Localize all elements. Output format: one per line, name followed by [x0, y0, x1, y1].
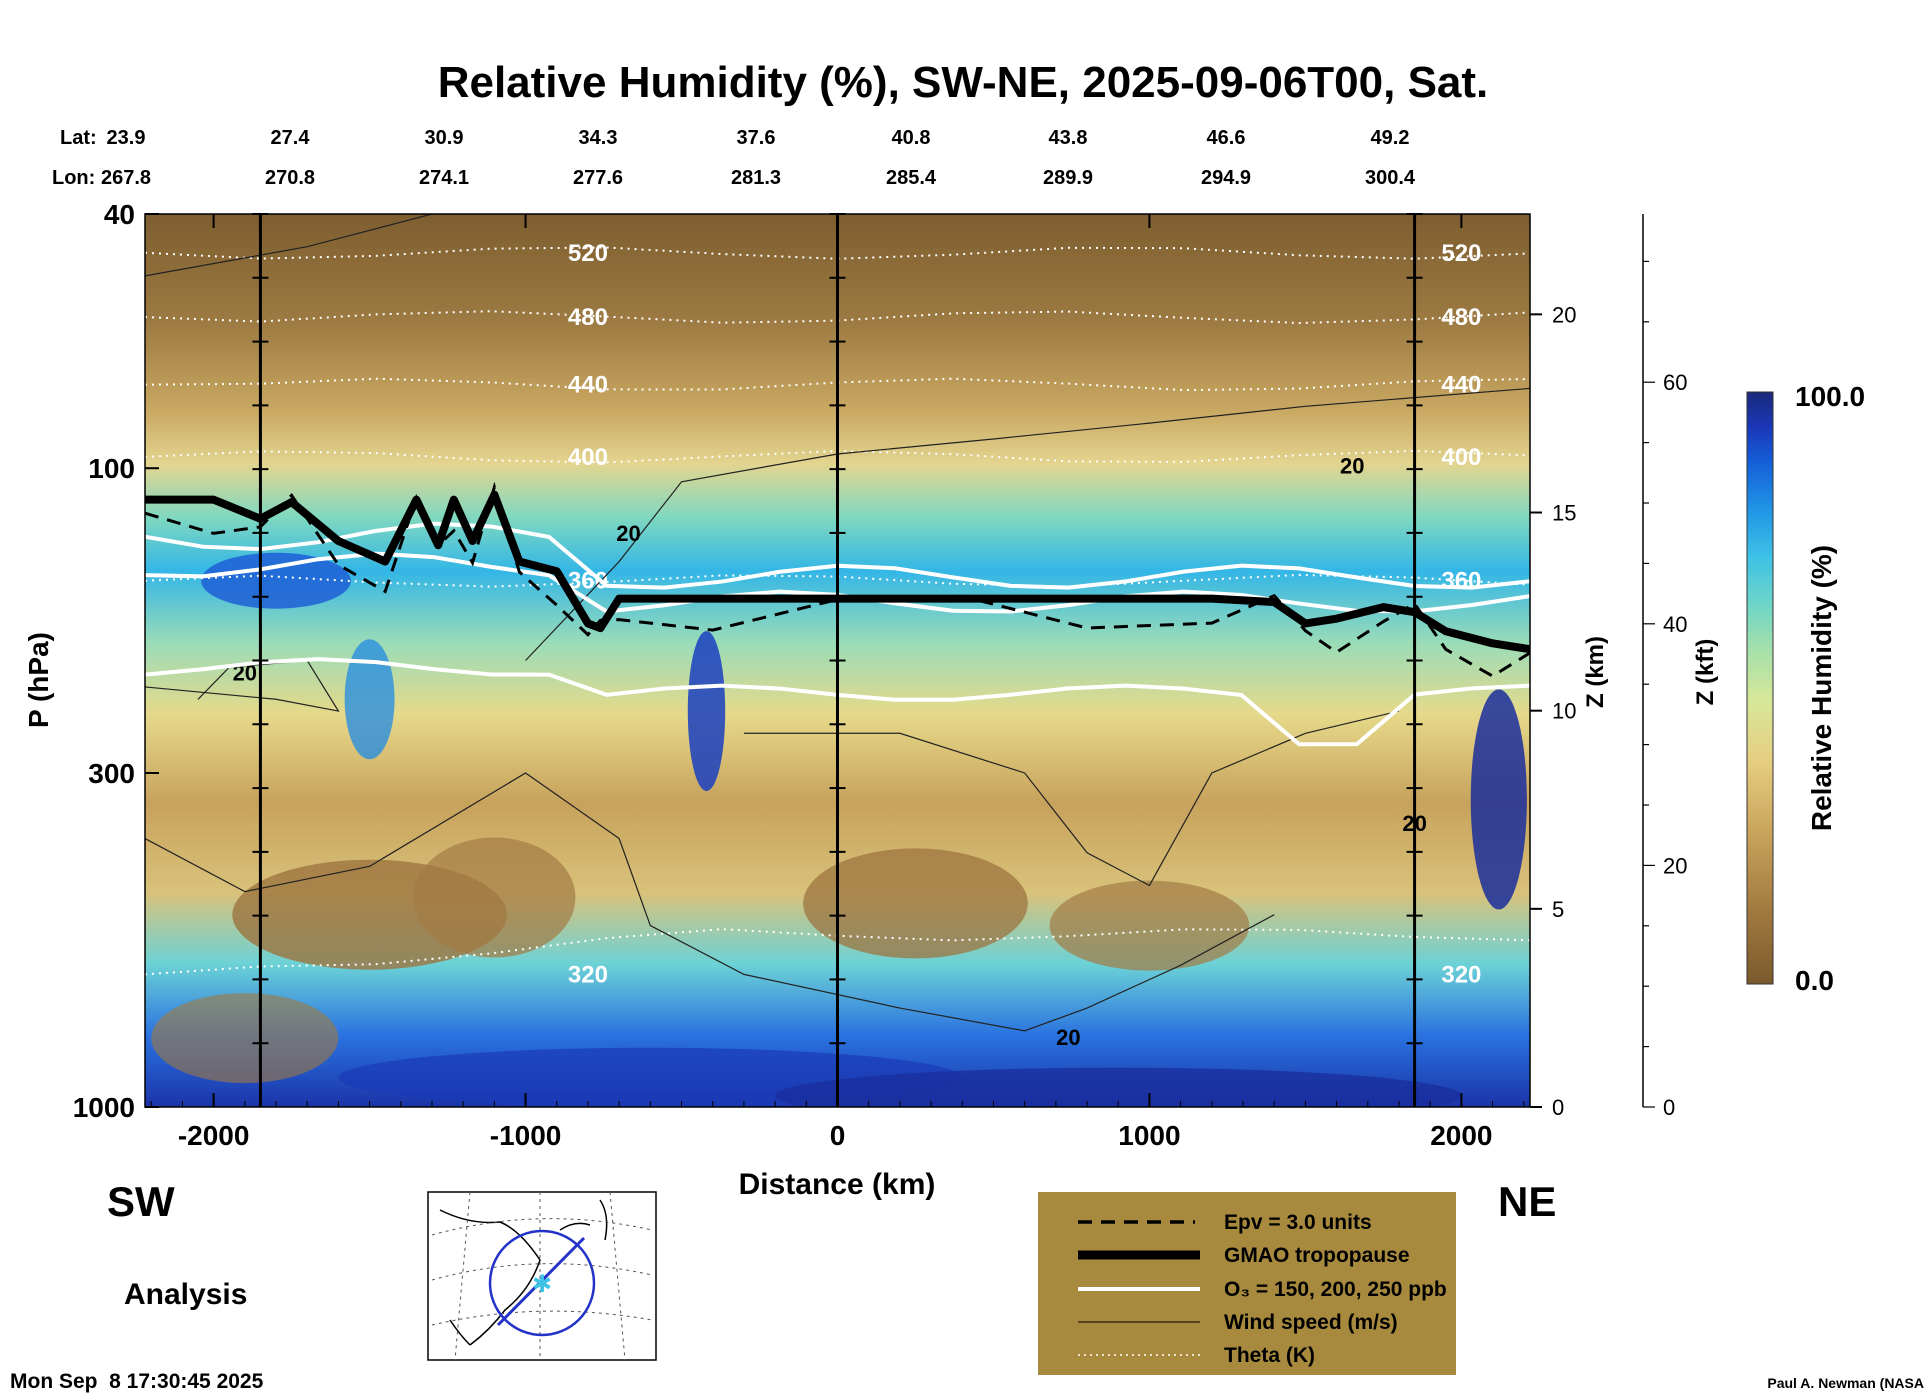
- theta-label: 400: [1441, 444, 1481, 471]
- x-axis-label: Distance (km): [739, 1168, 936, 1201]
- lat-value: 30.9: [425, 127, 464, 149]
- legend-label-ozone: O₃ = 150, 200, 250 ppb: [1224, 1278, 1447, 1301]
- wind-speed-label: 20: [1056, 1025, 1080, 1050]
- wind-contour: [145, 772, 1275, 1032]
- z-kft-tick-label: 60: [1663, 370, 1687, 395]
- rh-pocket: [1470, 689, 1527, 910]
- legend-label-epv: Epv = 3.0 units: [1224, 1211, 1372, 1234]
- x-tick-label: -2000: [178, 1120, 250, 1151]
- lat-label: Lat:: [60, 127, 97, 149]
- z-kft-tick-label: 20: [1663, 853, 1687, 878]
- theta-label: 520: [1441, 240, 1481, 267]
- p-tick-label: 300: [88, 758, 135, 789]
- z-km-tick-label: 0: [1552, 1095, 1564, 1120]
- rh-pocket: [413, 837, 576, 958]
- wind-contour: [743, 710, 1400, 887]
- rh-pocket: [687, 631, 726, 792]
- x-tick-label: 2000: [1430, 1120, 1492, 1151]
- p-tick-label: 40: [104, 199, 135, 230]
- lat-value: 37.6: [737, 127, 776, 149]
- inset-map: ✱: [427, 1191, 657, 1361]
- ne-label: NE: [1498, 1178, 1556, 1225]
- rh-contour-fills: [151, 552, 1527, 1107]
- rh-pocket: [201, 552, 351, 609]
- colorbar-label: Relative Humidity (%): [1806, 545, 1837, 831]
- map-center-star-icon: ✱: [532, 1271, 552, 1298]
- z-kft-axis-label: Z (kft): [1692, 639, 1719, 706]
- z-km-tick-label: 5: [1552, 897, 1564, 922]
- z-km-axis-label: Z (km): [1582, 636, 1609, 708]
- legend-label-tropopause: GMAO tropopause: [1224, 1244, 1410, 1267]
- lon-value: 277.6: [573, 167, 623, 189]
- chart-title: Relative Humidity (%), SW-NE, 2025-09-06…: [438, 58, 1489, 107]
- theta-label: 480: [1441, 304, 1481, 331]
- legend-label-wind: Wind speed (m/s): [1224, 1311, 1398, 1334]
- lon-value: 270.8: [265, 167, 315, 189]
- rh-pocket: [344, 639, 395, 760]
- lon-value: 289.9: [1043, 167, 1093, 189]
- wind-speed-label: 20: [1340, 454, 1364, 479]
- credit: Paul A. Newman (NASA: [1767, 1375, 1924, 1391]
- lon-label: Lon:: [52, 167, 95, 189]
- rh-pocket: [151, 993, 339, 1084]
- rh-pocket: [803, 848, 1028, 959]
- x-tick-label: -1000: [490, 1120, 562, 1151]
- lat-value: 27.4: [271, 127, 311, 149]
- rh-pocket: [775, 1067, 1462, 1107]
- x-tick-label: 1000: [1118, 1120, 1180, 1151]
- lat-value: 23.9: [107, 127, 146, 149]
- axes: -2000 -1000 0 1000 2000 40 100 300 1000 0 5 10 15 20 0…: [73, 199, 1688, 1151]
- lat-value: 43.8: [1049, 127, 1088, 149]
- theta-label: 320: [1441, 961, 1481, 988]
- theta-label: 440: [568, 372, 608, 399]
- colorbar-min: 0.0: [1795, 965, 1834, 996]
- epv-contour: [145, 481, 1530, 678]
- z-km-tick-label: 10: [1552, 699, 1576, 724]
- theta-label: 480: [568, 304, 608, 331]
- lon-value: 281.3: [731, 167, 781, 189]
- lon-value: 294.9: [1201, 167, 1251, 189]
- sw-label: SW: [107, 1178, 175, 1225]
- map-range-circle: [488, 1229, 596, 1337]
- lon-value: 300.4: [1365, 167, 1416, 189]
- y-axis-label: P (hPa): [23, 632, 54, 728]
- lon-value: 267.8: [101, 167, 151, 189]
- lon-value: 274.1: [419, 167, 469, 189]
- wind-contour: [145, 659, 340, 712]
- p-tick-label: 1000: [73, 1092, 135, 1123]
- coastline-icon: [439, 1199, 608, 1346]
- epv-line: [145, 481, 1530, 678]
- lat-value: 34.3: [579, 127, 618, 149]
- legend: Epv = 3.0 units GMAO tropopause O₃ = 150…: [1038, 1192, 1456, 1375]
- wind-contour: [145, 214, 433, 277]
- theta-label: 400: [568, 444, 608, 471]
- lat-lon-values: 23.9 267.8 27.4 270.8 30.9 274.1 34.3 277.6 37.6…: [101, 127, 1416, 189]
- z-km-tick-label: 20: [1552, 302, 1576, 327]
- rh-pocket: [1049, 880, 1250, 971]
- timestamp: Mon Sep 8 17:30:45 2025: [10, 1370, 264, 1393]
- z-kft-tick-label: 40: [1663, 612, 1687, 637]
- lat-value: 49.2: [1371, 127, 1410, 149]
- lat-value: 46.6: [1207, 127, 1246, 149]
- legend-label-theta: Theta (K): [1224, 1344, 1315, 1367]
- wind-speed-label: 20: [616, 521, 640, 546]
- lon-value: 285.4: [886, 167, 937, 189]
- colorbar-max: 100.0: [1795, 381, 1865, 412]
- lat-value: 40.8: [892, 127, 931, 149]
- theta-label: 520: [568, 240, 608, 267]
- colorbar: [1746, 391, 1774, 985]
- wind-contour: [525, 387, 1530, 661]
- section-path-line: [496, 1236, 586, 1327]
- z-km-tick-label: 15: [1552, 501, 1576, 526]
- tropopause-line: [145, 490, 1530, 654]
- p-tick-label: 100: [88, 453, 135, 484]
- z-kft-tick-label: 0: [1663, 1095, 1675, 1120]
- analysis-label: Analysis: [124, 1278, 247, 1311]
- theta-label: 320: [568, 961, 608, 988]
- theta-label: 360: [1441, 568, 1481, 595]
- x-tick-label: 0: [830, 1120, 846, 1151]
